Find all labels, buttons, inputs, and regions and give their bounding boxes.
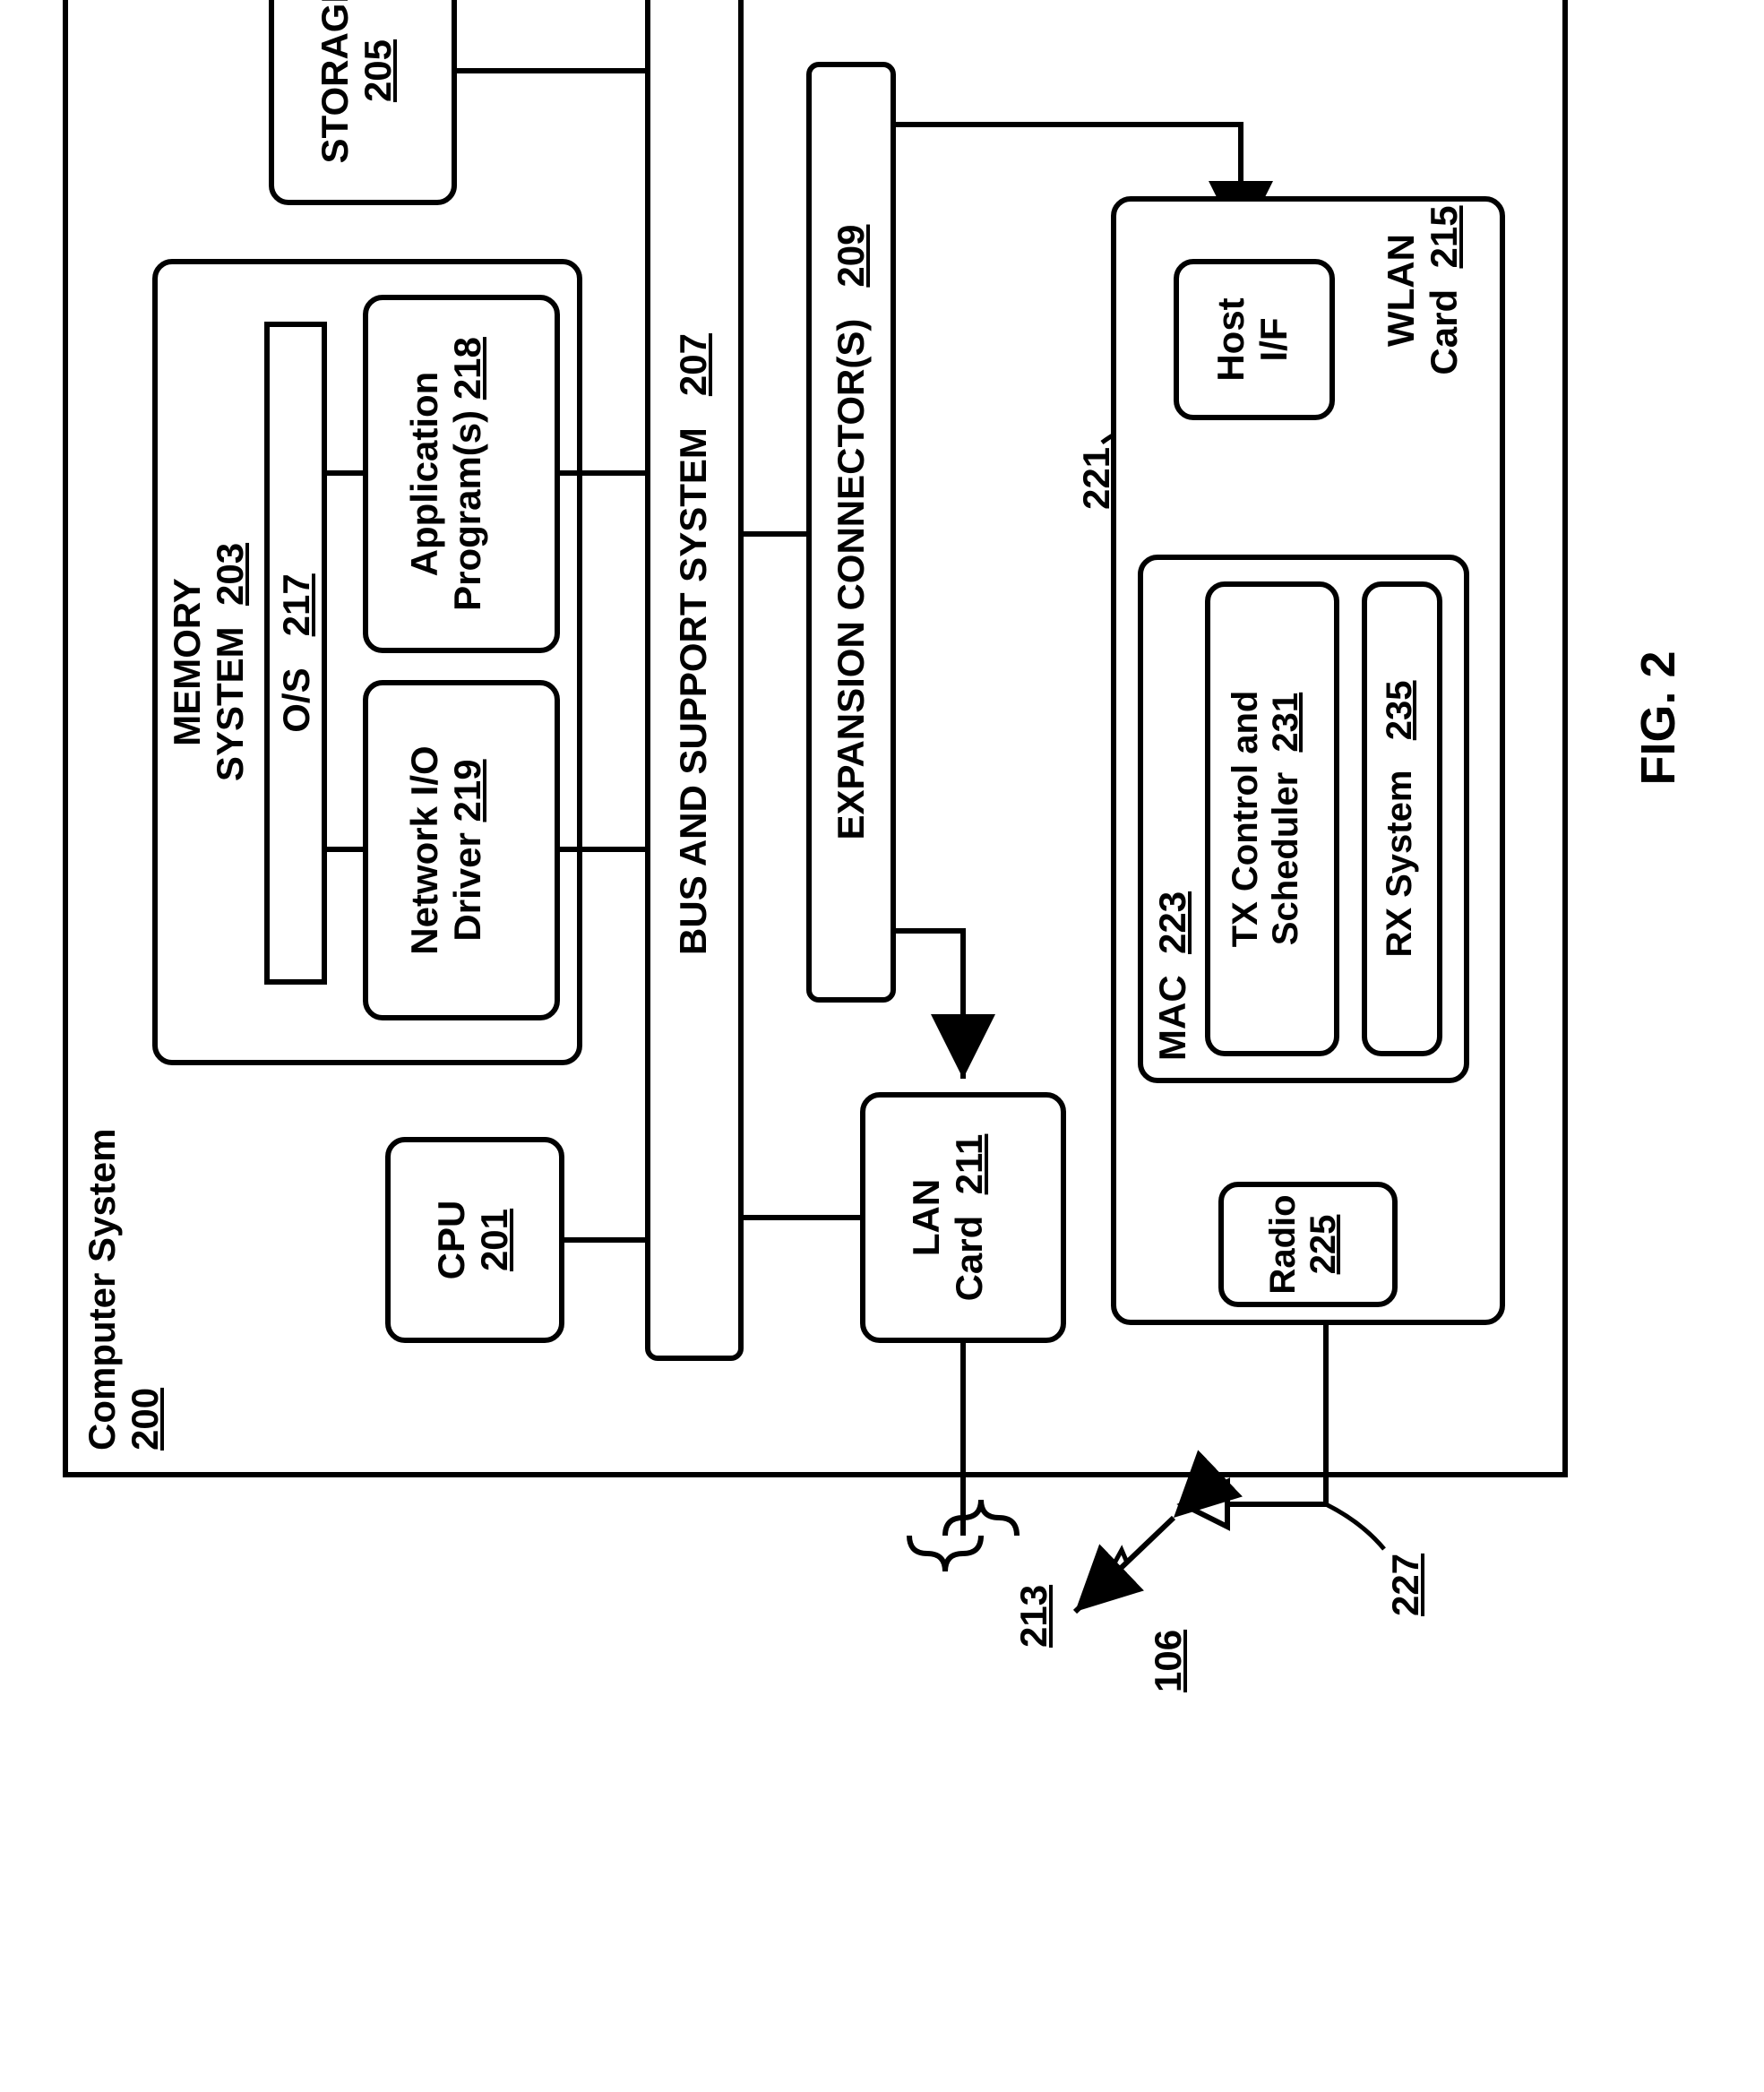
lan-label: LANCard 211 xyxy=(905,1092,991,1343)
hostif-num: 221 xyxy=(1075,447,1117,510)
expansion-num: 209 xyxy=(830,225,872,288)
memory-num: 203 xyxy=(209,543,251,606)
hostif-text: HostI/F xyxy=(1209,297,1295,381)
os-to-app-link xyxy=(327,470,363,476)
memory-text: MEMORYSYSTEM xyxy=(166,578,251,781)
antenna-num: 227 xyxy=(1384,1554,1427,1616)
rx-label: RX System 235 xyxy=(1380,581,1420,1056)
netio-bus-link xyxy=(560,847,645,852)
storage-label: STORAGE 205 xyxy=(314,0,400,205)
storage-text: STORAGE xyxy=(314,0,356,163)
app-num: 218 xyxy=(446,337,488,400)
lan-wire-num: 213 xyxy=(1012,1585,1055,1648)
cpu-label: CPU 201 xyxy=(430,1137,516,1343)
radio-label: Radio 225 xyxy=(1263,1182,1344,1307)
os-to-netio-link xyxy=(327,847,363,852)
computer-system-label: Computer System 200 xyxy=(81,1129,167,1451)
radio-num: 225 xyxy=(1304,1215,1343,1275)
wlan-num: 215 xyxy=(1423,205,1465,268)
app-text: ApplicationProgram(s) xyxy=(403,372,488,611)
cpu-bus-link xyxy=(564,1237,645,1243)
expansion-text: EXPANSION CONNECTOR(S) xyxy=(830,319,872,840)
bus-num: 207 xyxy=(672,333,714,396)
rx-text: RX System xyxy=(1380,771,1419,958)
mac-text: MAC xyxy=(1151,975,1193,1061)
mac-label: MAC 223 xyxy=(1151,891,1194,1061)
expansion-label: EXPANSION CONNECTOR(S) 209 xyxy=(830,62,873,1003)
os-num: 217 xyxy=(275,573,317,636)
lan-num: 211 xyxy=(948,1134,990,1195)
wireless-num: 106 xyxy=(1147,1630,1190,1692)
cpu-num: 201 xyxy=(473,1209,515,1271)
hostif-num-label: 221 xyxy=(1075,447,1118,510)
app-label: ApplicationProgram(s) 218 xyxy=(403,295,489,653)
memory-label: MEMORYSYSTEM 203 xyxy=(166,259,252,1065)
os-text: O/S xyxy=(275,667,317,732)
storage-bus-link xyxy=(457,68,645,73)
os-label: O/S 217 xyxy=(275,322,318,985)
netio-num: 219 xyxy=(446,759,488,822)
fig-text: FIG. 2 xyxy=(1631,650,1685,785)
figure-caption: FIG. 2 xyxy=(1631,0,1686,1764)
cpu-text: CPU xyxy=(430,1201,472,1280)
bus-label: BUS AND SUPPORT SYSTEM 207 xyxy=(672,0,715,1361)
bus-expansion-link xyxy=(744,531,806,537)
mac-num: 223 xyxy=(1151,891,1193,954)
radio-text: Radio xyxy=(1263,1194,1303,1294)
computer-system-num: 200 xyxy=(124,1388,166,1451)
bus-text: BUS AND SUPPORT SYSTEM xyxy=(672,427,714,955)
netio-label: Network I/ODriver 219 xyxy=(403,680,489,1020)
lan-text: LANCard xyxy=(905,1179,990,1302)
tx-num: 231 xyxy=(1266,693,1305,753)
wlan-label: WLANCard 215 xyxy=(1380,205,1466,375)
bus-lan-link xyxy=(744,1215,860,1220)
rx-num: 235 xyxy=(1380,680,1419,740)
app-bus-link xyxy=(560,470,645,476)
tx-label: TX Control andScheduler 231 xyxy=(1226,581,1306,1056)
hostif-label: HostI/F xyxy=(1209,259,1295,420)
computer-system-text: Computer System xyxy=(81,1129,123,1451)
storage-num: 205 xyxy=(357,39,399,102)
